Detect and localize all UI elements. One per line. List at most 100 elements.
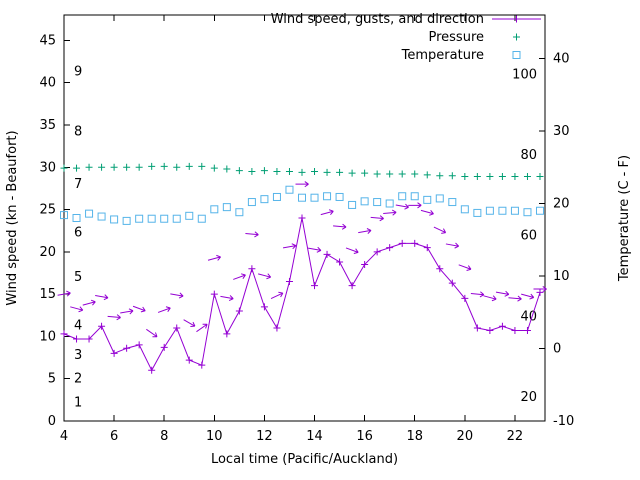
square-marker [247,198,256,207]
plus-marker [373,248,381,256]
square-marker [512,51,521,59]
plus-marker [160,162,168,170]
plus-marker [85,163,93,171]
wind-direction-arrow [270,291,284,300]
x-tick-label: 4 [60,429,68,444]
wind-direction-arrow [183,319,196,328]
wind-direction-arrow [146,328,158,338]
plus-marker [498,173,506,181]
fahrenheit-label: 20 [520,390,537,405]
wind-direction-arrow [395,203,409,210]
plus-marker [411,239,419,247]
fahrenheit-label: 40 [520,309,537,324]
x-tick-label: 20 [457,429,474,444]
plus-marker [513,15,520,23]
plot-area-border [63,14,546,422]
plus-marker [423,244,431,252]
x-tick-label: 12 [256,429,273,444]
square-marker [222,203,231,212]
legend-label: Wind speed, gusts, and direction [271,12,484,27]
square-marker [147,214,156,223]
y-right-axis: -10 0 10 20 30 40 Temperature (C - F) [539,52,632,429]
beaufort-label: 8 [74,125,82,140]
wind-direction-arrow [120,308,134,315]
y-left-tick-label: 10 [39,329,56,344]
beaufort-label: 2 [74,372,82,387]
plus-marker [123,344,131,352]
y-left-tick-label: 25 [39,203,56,218]
plus-marker [486,326,494,334]
plot-border [63,14,546,422]
wind-direction-arrow [57,290,71,297]
fahrenheit-scale-labels: 20 40 60 80 100 [512,68,537,405]
y-left-tick-label: 20 [39,245,56,260]
plus-marker [173,324,181,332]
wind-direction-arrow [282,243,297,250]
beaufort-scale-labels: 1 2 3 4 5 6 7 8 9 [74,65,82,411]
plus-marker [523,173,531,181]
wind-direction-arrow [433,226,447,234]
square-marker [122,216,131,225]
wind-direction-arrow [170,292,184,299]
plus-marker [73,335,81,343]
y-right-tick-label: 30 [553,124,570,139]
square-marker [473,208,482,217]
wind-direction-arrow [258,273,272,280]
plus-marker [373,170,381,178]
beaufort-label: 5 [74,270,82,285]
plus-marker [273,324,281,332]
plus-marker [248,167,256,175]
square-marker [110,215,119,224]
y-left-tick-label: 15 [39,287,56,302]
fahrenheit-label: 80 [520,148,537,163]
plus-marker [348,169,356,177]
y-left-tick-label: 5 [48,372,56,387]
plus-marker [498,322,506,330]
plus-marker [110,163,118,171]
plus-marker [411,170,419,178]
x-tick-label: 14 [306,429,323,444]
plus-marker [198,162,206,170]
x-axis-title: Local time (Pacific/Auckland) [211,452,398,467]
plus-marker [98,163,106,171]
y-right-tick-label: 40 [553,52,570,67]
beaufort-label: 3 [74,348,82,363]
wind-direction-arrow [345,247,359,255]
plus-marker [398,170,406,178]
y-left-axis: 0 5 10 15 20 25 30 35 40 45 Wind speed (kn - Beauf… [5,33,70,429]
y-right-axis-title: Temperature (C - F) [617,155,632,282]
series-wind-speed [60,214,544,374]
plus-marker [110,349,118,357]
plus-marker [423,171,431,179]
wind-direction-arrow [408,202,422,209]
square-marker [272,192,281,201]
plus-marker [285,167,293,175]
wind-direction-arrow [233,273,246,280]
beaufort-label: 4 [74,318,82,333]
plus-marker [173,163,181,171]
wind-direction-arrow [358,228,372,234]
plus-marker [511,173,519,181]
square-marker [335,192,344,201]
plus-marker [60,164,68,172]
square-marker [285,185,294,194]
square-marker [235,208,244,217]
y-left-tick-label: 45 [39,33,56,48]
square-marker [398,192,407,201]
y-left-tick-label: 30 [39,160,56,175]
beaufort-label: 7 [74,177,82,192]
plus-marker [223,165,231,173]
plus-marker [98,322,106,330]
plus-marker [185,356,193,364]
plus-marker [260,303,268,311]
series-temperature [60,185,544,225]
plus-marker [461,173,469,181]
plus-marker [386,170,394,178]
wind-direction-arrow [483,295,497,302]
wind-direction-arrow [157,306,171,313]
square-marker [197,214,206,223]
legend-label: Temperature [401,48,484,63]
wind-direction-arrow [82,299,96,306]
plus-marker [298,168,306,176]
